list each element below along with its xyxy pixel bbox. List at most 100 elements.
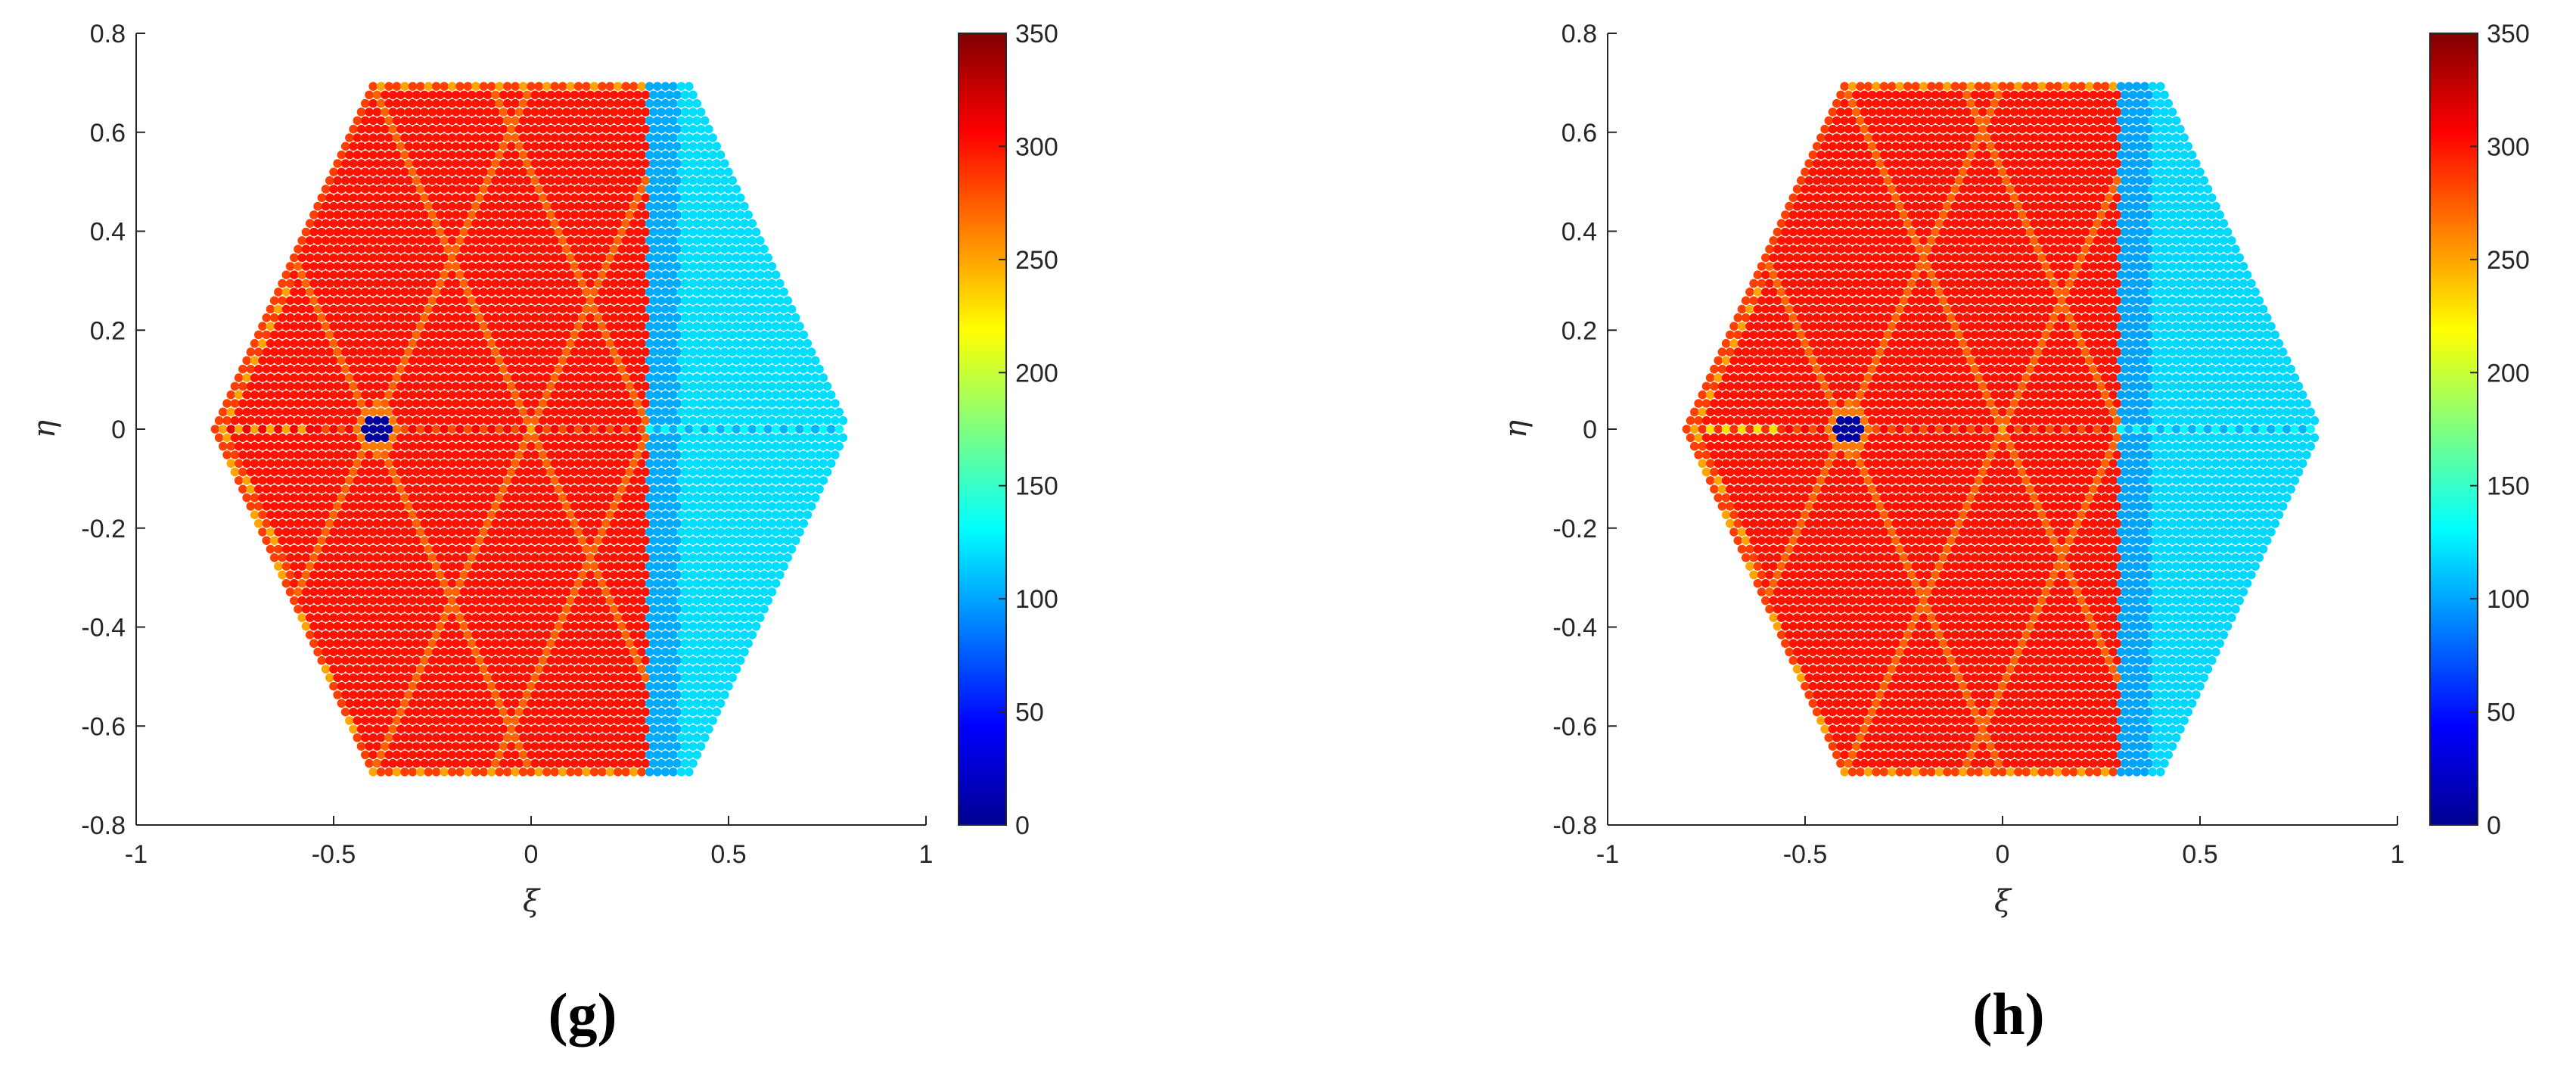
lattice-point [483, 674, 493, 683]
lattice-point [530, 210, 539, 219]
lattice-point [444, 485, 453, 494]
lattice-point [617, 759, 626, 768]
lattice-point [681, 176, 690, 185]
lattice-point [440, 528, 449, 537]
lattice-point [610, 519, 619, 528]
lattice-point [626, 91, 635, 100]
lattice-point [642, 639, 651, 648]
lattice-point [527, 545, 536, 554]
lattice-point [527, 699, 536, 708]
lattice-point [393, 202, 402, 211]
lattice-point [642, 193, 651, 202]
lattice-point [337, 545, 346, 554]
lattice-point [475, 262, 484, 271]
lattice-point [464, 733, 473, 742]
lattice-point [665, 347, 674, 356]
lattice-point [302, 519, 311, 528]
lattice-point [763, 476, 772, 485]
lattice-point [574, 476, 583, 485]
lattice-point [685, 408, 694, 417]
lattice-point [653, 254, 662, 263]
lattice-point [661, 254, 670, 263]
lattice-point [645, 613, 654, 622]
lattice-point [784, 296, 793, 305]
lattice-point [708, 288, 717, 297]
lattice-point [349, 279, 358, 288]
lattice-point [530, 519, 539, 528]
lattice-point [622, 442, 631, 451]
lattice-point [495, 99, 504, 108]
lattice-point [341, 587, 350, 596]
lattice-point [546, 176, 555, 185]
lattice-point [440, 596, 449, 605]
lattice-point [384, 630, 393, 640]
lattice-point [704, 656, 713, 665]
lattice-point [491, 210, 500, 219]
lattice-point [732, 493, 741, 503]
lattice-point [788, 322, 797, 331]
lattice-point [424, 82, 433, 91]
lattice-point [440, 613, 449, 622]
lattice-point [1959, 767, 1968, 777]
lattice-point [420, 553, 429, 562]
lattice-point [460, 296, 469, 305]
lattice-point [349, 416, 358, 425]
lattice-point [345, 408, 354, 417]
lattice-point [475, 759, 484, 768]
lattice-point [791, 485, 800, 494]
lattice-point [768, 571, 777, 580]
lattice-point [452, 176, 461, 185]
lattice-point [669, 613, 678, 622]
lattice-point [365, 536, 374, 545]
lattice-point [345, 425, 354, 434]
lattice-point [681, 434, 690, 443]
lattice-point [566, 699, 575, 708]
lattice-point [685, 373, 694, 382]
lattice-point [424, 699, 433, 708]
lattice-point [701, 528, 710, 537]
lattice-point [384, 99, 393, 108]
lattice-point [389, 485, 398, 494]
lattice-point [409, 767, 418, 777]
lattice-point [728, 365, 737, 374]
lattice-point [499, 313, 508, 322]
lattice-point [373, 382, 382, 391]
lattice-point [487, 699, 496, 708]
lattice-point [452, 210, 461, 219]
lattice-point [254, 416, 263, 425]
lattice-point [333, 468, 342, 477]
lattice-point [811, 442, 820, 451]
lattice-point [555, 622, 564, 631]
lattice-point [795, 510, 804, 519]
lattice-point [290, 596, 299, 605]
lattice-point [772, 545, 781, 554]
lattice-point [416, 356, 425, 366]
lattice-point [412, 365, 421, 374]
lattice-point [349, 244, 358, 254]
lattice-point [752, 468, 761, 477]
lattice-point [333, 434, 342, 443]
lattice-point [530, 159, 539, 168]
lattice-point [436, 382, 445, 391]
lattice-point [503, 751, 512, 760]
lattice-point [263, 331, 272, 340]
lattice-point [657, 536, 667, 545]
lattice-point [452, 656, 461, 665]
lattice-point [487, 82, 496, 91]
lattice-point [365, 742, 374, 751]
lattice-point [250, 493, 259, 503]
lattice-point [428, 91, 437, 100]
lattice-point [601, 331, 611, 340]
lattice-point [555, 468, 564, 477]
lattice-point [432, 391, 441, 400]
lattice-point [744, 399, 753, 408]
lattice-point [515, 210, 524, 219]
lattice-point [503, 151, 512, 160]
lattice-point [357, 725, 366, 734]
lattice-point [420, 468, 429, 477]
lattice-point [724, 185, 733, 194]
lattice-point [692, 254, 701, 263]
lattice-point [728, 553, 737, 562]
lattice-point [480, 236, 489, 245]
lattice-point [480, 476, 489, 485]
